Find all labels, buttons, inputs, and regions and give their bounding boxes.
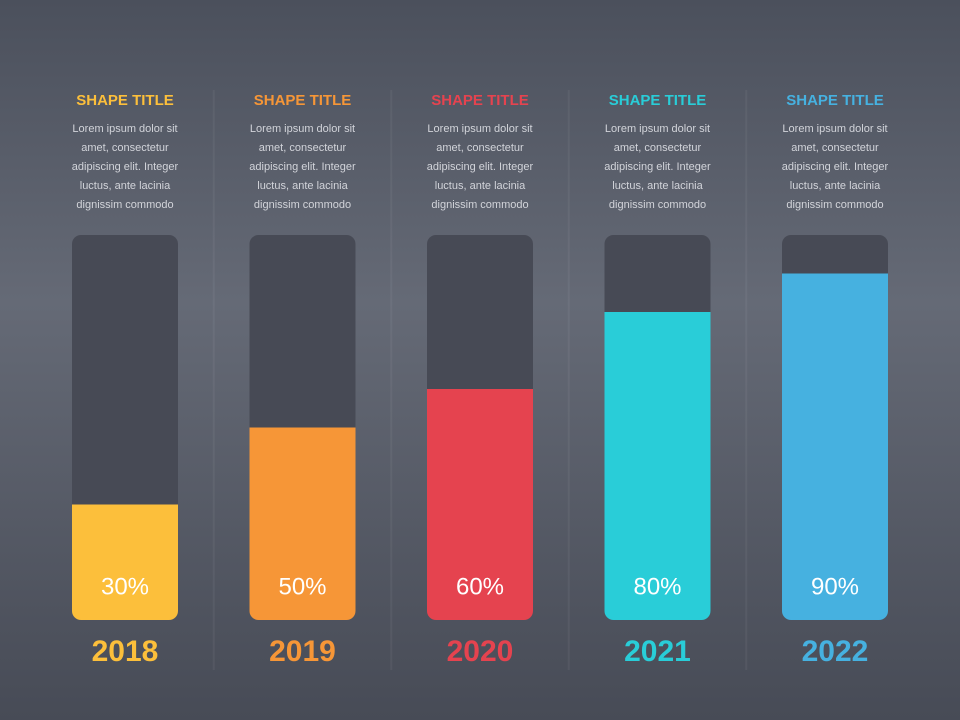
x-tick-label: 2019 — [269, 635, 336, 668]
description: Lorem ipsum dolor sit — [782, 123, 887, 135]
bar — [782, 273, 888, 620]
x-tick-label: 2018 — [92, 635, 159, 668]
column-title: SHAPE TITLE — [76, 92, 174, 109]
x-tick-label: 2021 — [624, 635, 691, 668]
value-label: 60% — [456, 573, 504, 600]
bar — [249, 427, 356, 620]
description: amet, consectetur — [614, 142, 702, 154]
description: luctus, ante lacinia — [435, 180, 526, 192]
description: dignissim commodo — [609, 199, 706, 211]
description: Lorem ipsum dolor sit — [72, 123, 177, 135]
column-title: SHAPE TITLE — [609, 92, 707, 109]
description: luctus, ante lacinia — [612, 180, 703, 192]
description: dignissim commodo — [76, 199, 173, 211]
description: Lorem ipsum dolor sit — [605, 123, 710, 135]
description: adipiscing elit. Integer — [427, 161, 534, 173]
value-label: 30% — [101, 573, 149, 600]
description: dignissim commodo — [786, 199, 883, 211]
description: amet, consectetur — [81, 142, 169, 154]
description: dignissim commodo — [254, 199, 351, 211]
description: adipiscing elit. Integer — [72, 161, 179, 173]
column-title: SHAPE TITLE — [786, 92, 884, 109]
description: luctus, ante lacinia — [257, 180, 348, 192]
description: amet, consectetur — [791, 142, 879, 154]
description: luctus, ante lacinia — [80, 180, 171, 192]
description: adipiscing elit. Integer — [604, 161, 711, 173]
description: amet, consectetur — [436, 142, 524, 154]
value-label: 80% — [633, 573, 681, 600]
description: luctus, ante lacinia — [790, 180, 881, 192]
description: Lorem ipsum dolor sit — [250, 123, 355, 135]
bar — [604, 312, 711, 620]
column-title: SHAPE TITLE — [431, 92, 529, 109]
value-label: 50% — [278, 573, 326, 600]
bar — [427, 389, 533, 620]
x-tick-label: 2020 — [447, 635, 514, 668]
column-title: SHAPE TITLE — [254, 92, 352, 109]
value-label: 90% — [811, 573, 859, 600]
description: amet, consectetur — [259, 142, 347, 154]
description: dignissim commodo — [431, 199, 528, 211]
description: Lorem ipsum dolor sit — [427, 123, 532, 135]
x-tick-label: 2022 — [802, 635, 869, 668]
description: adipiscing elit. Integer — [249, 161, 356, 173]
bar — [72, 504, 178, 620]
description: adipiscing elit. Integer — [782, 161, 889, 173]
